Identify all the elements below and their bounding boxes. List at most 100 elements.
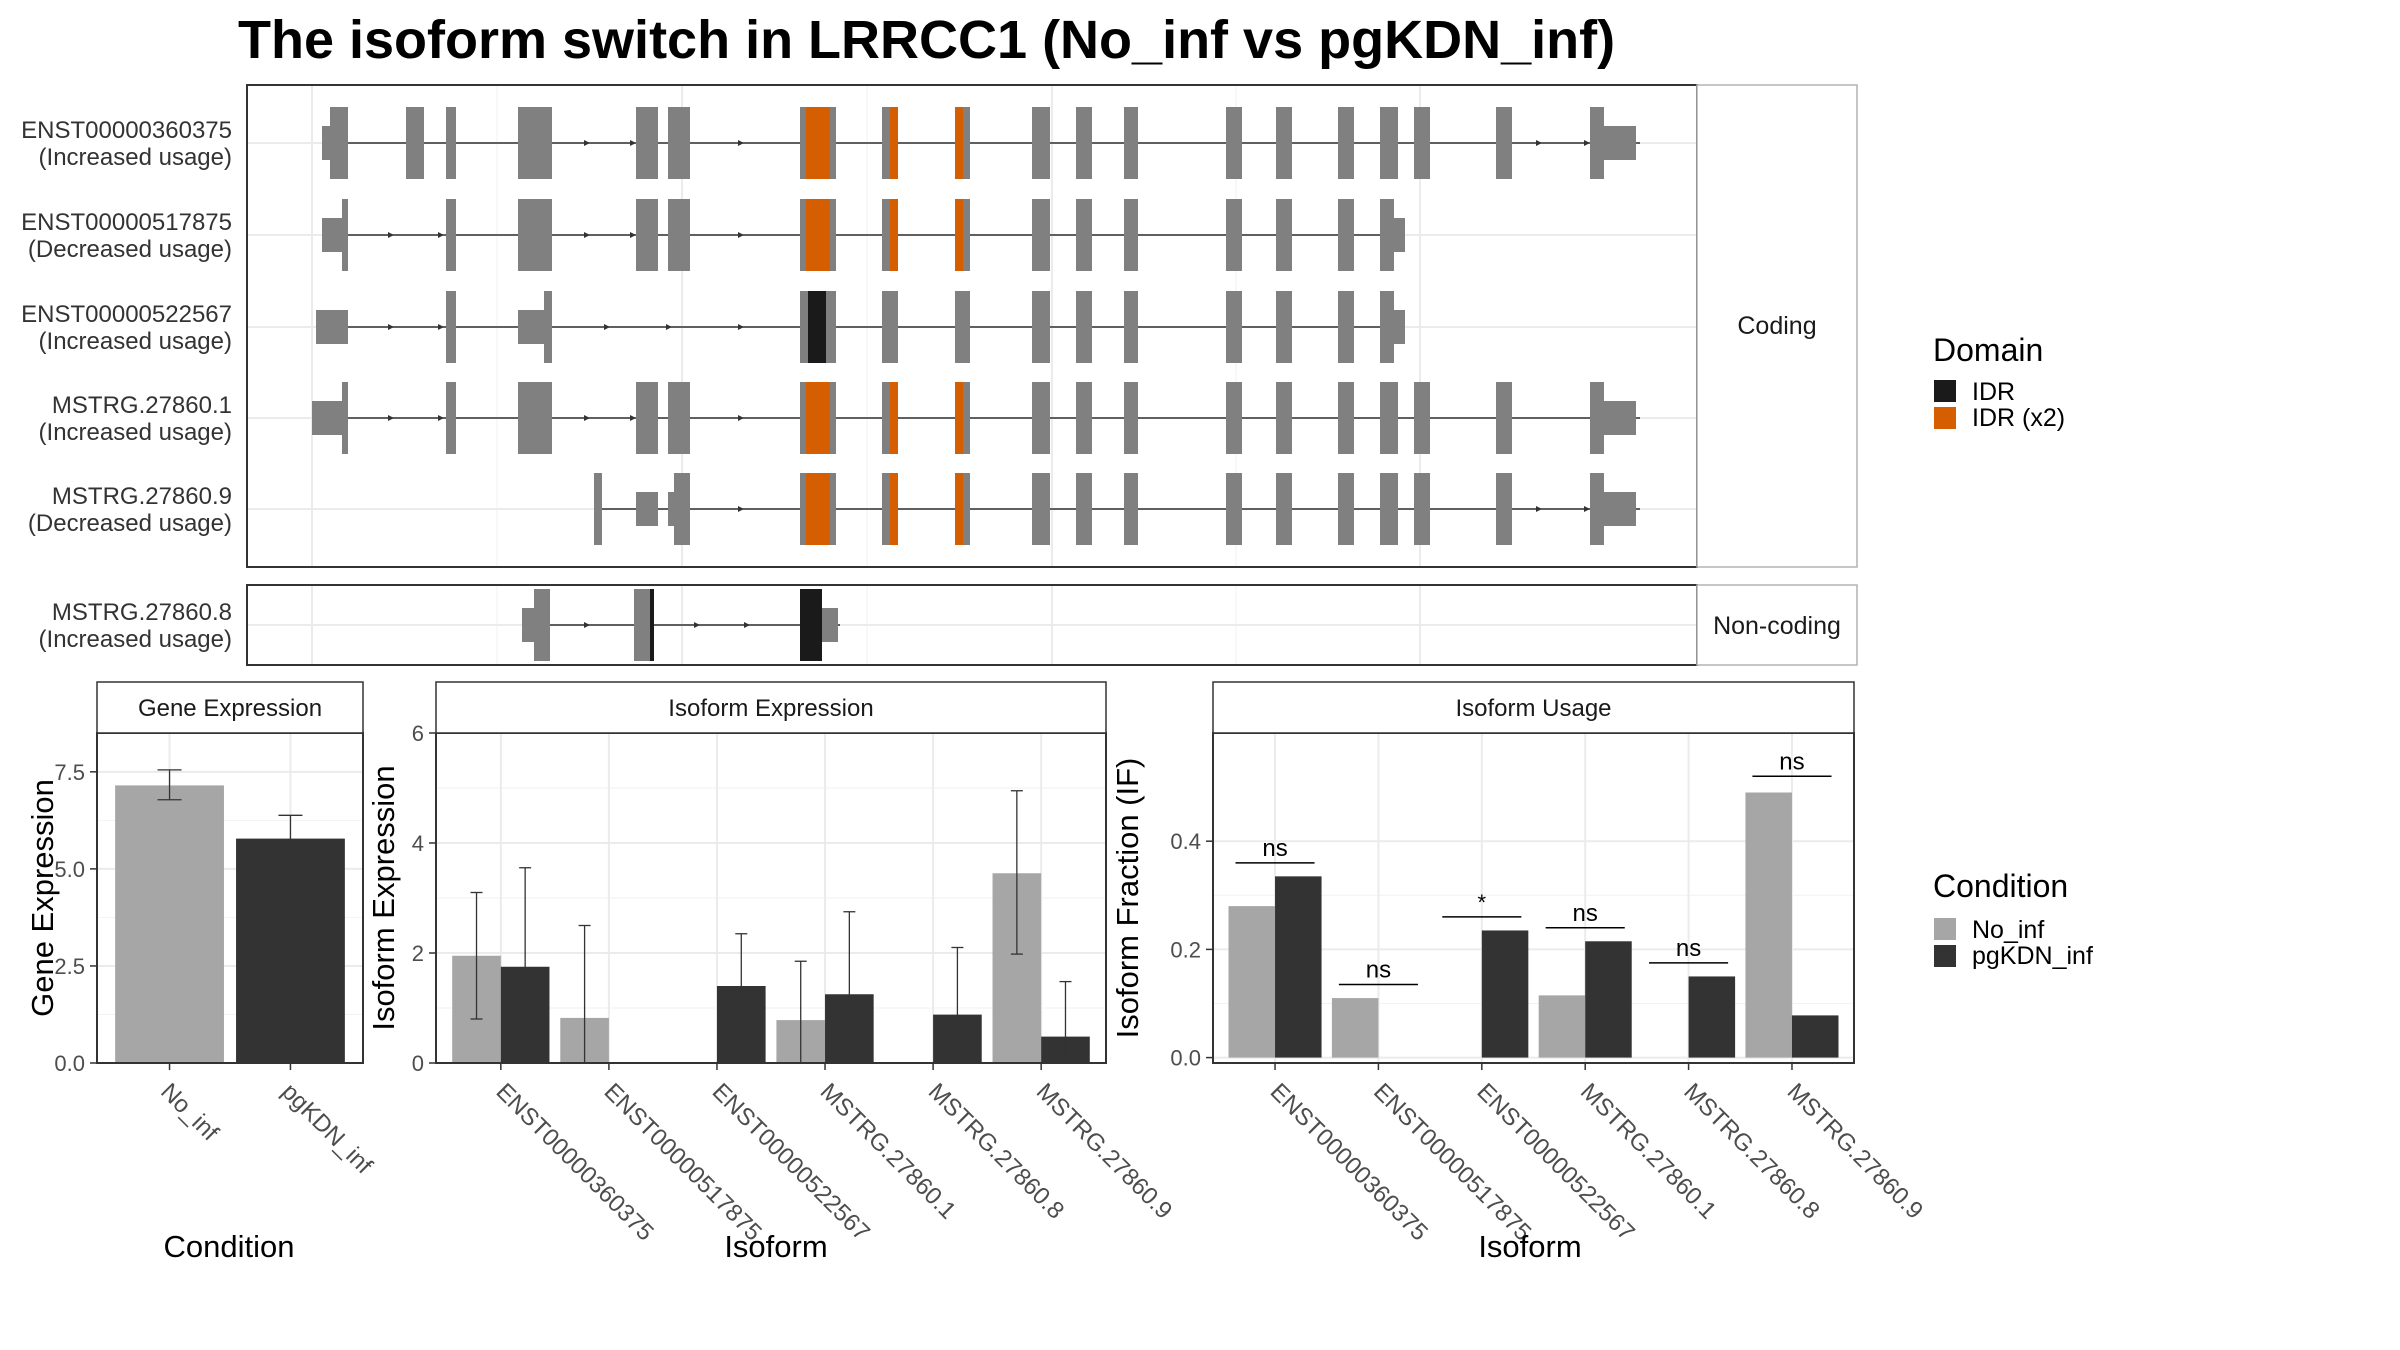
transcript-enst00000517875 <box>322 199 1405 271</box>
bar-pgkdn-inf <box>1481 930 1529 1058</box>
exon <box>1226 382 1242 454</box>
x-axis-title: Condition <box>164 1229 295 1264</box>
exon <box>1590 107 1604 179</box>
exon <box>322 218 342 252</box>
exon <box>1276 291 1292 363</box>
track-labels: ENST00000360375(Increased usage)ENST0000… <box>21 117 232 653</box>
gene-structure-plot: Coding Non-coding ENST00000360375(Increa… <box>21 84 1858 666</box>
exon <box>406 107 424 179</box>
track-name-label: ENST00000360375 <box>21 117 232 144</box>
panel-strip <box>96 681 364 734</box>
exon <box>1032 199 1050 271</box>
transcript-mstrg-27860-9 <box>594 473 1640 545</box>
exon <box>518 107 552 179</box>
legend-swatch-pgkdn-inf <box>1934 945 1956 967</box>
domain-legend-title: Domain <box>1933 332 2043 368</box>
domain-idr-x2 <box>806 382 830 454</box>
exon <box>594 473 602 545</box>
coding-strip <box>1696 84 1858 568</box>
domain-idr <box>650 589 654 661</box>
bar-no-inf <box>1331 998 1379 1058</box>
domain-idr-x2 <box>955 382 963 454</box>
noncoding-tracks <box>522 589 840 661</box>
strand-arrow <box>666 324 672 330</box>
bar-no-inf <box>1228 906 1276 1058</box>
exon <box>316 310 348 344</box>
exon <box>1338 382 1354 454</box>
exon <box>1076 199 1092 271</box>
x-tick-label: pgKDN_inf <box>276 1078 377 1179</box>
exon <box>826 291 836 363</box>
exon <box>1276 199 1292 271</box>
track-name-label: ENST00000517875 <box>21 209 232 236</box>
significance-label: ns <box>1262 835 1287 862</box>
exon <box>1226 107 1242 179</box>
exon <box>668 199 690 271</box>
track-usage-label: (Increased usage) <box>39 419 232 446</box>
noncoding-strip-label: Non-coding <box>1713 612 1841 640</box>
strand-arrow <box>630 415 636 421</box>
exon <box>822 608 838 642</box>
exon <box>1496 382 1512 454</box>
y-axis-title: Isoform Fraction (IF) <box>1110 758 1145 1039</box>
exon <box>636 199 658 271</box>
exon <box>1076 382 1092 454</box>
strand-arrow <box>388 415 394 421</box>
exon <box>882 291 898 363</box>
strand-arrow <box>738 140 744 146</box>
exon <box>1124 291 1138 363</box>
condition-legend: Condition No_inf pgKDN_inf <box>1933 868 2093 970</box>
exon <box>312 401 342 435</box>
bar-pgkdn-inf <box>236 838 345 1063</box>
coding-strip-label: Coding <box>1737 312 1816 340</box>
x-axis-title: Isoform <box>724 1229 827 1264</box>
strand-arrow <box>630 140 636 146</box>
exon <box>1124 382 1138 454</box>
track-usage-label: (Increased usage) <box>39 328 232 355</box>
significance-label: * <box>1478 890 1487 915</box>
y-tick-label: 7.5 <box>54 760 85 785</box>
domain-idr-x2 <box>890 199 898 271</box>
exon <box>1338 199 1354 271</box>
track-usage-label: (Increased usage) <box>39 144 232 171</box>
exon <box>1124 107 1138 179</box>
exon <box>1032 382 1050 454</box>
exon <box>446 199 456 271</box>
exon <box>1414 107 1430 179</box>
exon <box>668 492 674 526</box>
legend-label-idr: IDR <box>1972 378 2015 406</box>
exon <box>1076 473 1092 545</box>
domain-idr-x2 <box>806 199 830 271</box>
exon <box>800 291 808 363</box>
legend-label-no-inf: No_inf <box>1972 916 2044 944</box>
strand-arrow <box>584 622 590 628</box>
domain-idr-x2 <box>806 107 830 179</box>
exon <box>1032 107 1050 179</box>
exon <box>1226 199 1242 271</box>
exon <box>1124 199 1138 271</box>
strand-arrow <box>694 622 700 628</box>
strand-arrow <box>738 324 744 330</box>
exon <box>1496 473 1512 545</box>
exon <box>1338 107 1354 179</box>
exon <box>636 107 658 179</box>
domain-idr <box>800 589 822 661</box>
y-tick-label: 0 <box>412 1051 424 1076</box>
exon <box>518 310 544 344</box>
y-tick-label: 2 <box>412 941 424 966</box>
exon <box>668 107 690 179</box>
panel-strip-title: Isoform Usage <box>1455 695 1611 722</box>
significance-label: ns <box>1366 957 1391 984</box>
exon <box>1076 107 1092 179</box>
domain-idr-x2 <box>890 107 898 179</box>
exon <box>1604 401 1636 435</box>
x-axis-title: Isoform <box>1478 1229 1581 1264</box>
exon <box>446 107 456 179</box>
significance-label: ns <box>1779 748 1804 775</box>
track-usage-label: (Increased usage) <box>39 626 232 653</box>
exon <box>668 382 690 454</box>
bar-pgkdn-inf <box>1791 1015 1839 1058</box>
y-tick-label: 0.2 <box>1170 937 1201 962</box>
y-tick-label: 0.0 <box>54 1051 85 1076</box>
